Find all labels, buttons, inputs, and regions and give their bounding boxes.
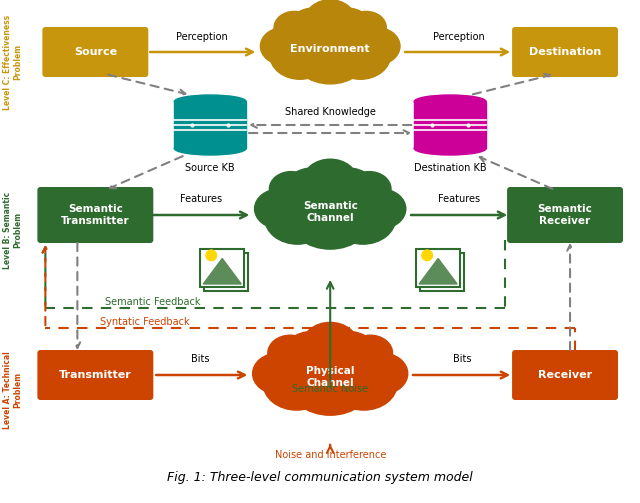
Text: Noise and interference: Noise and interference — [275, 450, 386, 460]
Text: Semantic Feedback: Semantic Feedback — [106, 297, 201, 307]
Ellipse shape — [174, 142, 246, 155]
Ellipse shape — [260, 28, 307, 65]
Text: Fig. 1: Three-level communication system model: Fig. 1: Three-level communication system… — [167, 471, 473, 484]
Ellipse shape — [269, 31, 330, 79]
Circle shape — [422, 250, 433, 261]
FancyBboxPatch shape — [420, 253, 464, 291]
Ellipse shape — [253, 353, 304, 394]
Ellipse shape — [287, 8, 342, 52]
Ellipse shape — [263, 356, 330, 410]
Ellipse shape — [303, 159, 358, 203]
Ellipse shape — [317, 168, 377, 215]
Text: Semantic
Receiver: Semantic Receiver — [538, 204, 593, 226]
FancyBboxPatch shape — [204, 253, 248, 291]
Bar — [414, 102, 486, 148]
Text: Perception: Perception — [433, 32, 484, 42]
FancyBboxPatch shape — [37, 187, 154, 243]
Text: Physical
Channel: Physical Channel — [306, 366, 355, 388]
Text: Level B: Semantic
Problem: Level B: Semantic Problem — [3, 191, 22, 269]
Ellipse shape — [287, 181, 373, 249]
FancyBboxPatch shape — [416, 249, 460, 287]
Ellipse shape — [414, 95, 486, 108]
Text: Level C: Effectiveness
Problem: Level C: Effectiveness Problem — [3, 15, 22, 110]
Text: Source: Source — [74, 47, 117, 57]
Ellipse shape — [317, 331, 378, 380]
Text: Destination KB: Destination KB — [414, 163, 486, 173]
Ellipse shape — [274, 12, 314, 44]
Ellipse shape — [348, 172, 391, 206]
Ellipse shape — [348, 335, 392, 371]
Text: Features: Features — [438, 194, 480, 204]
Ellipse shape — [330, 192, 396, 244]
Text: Level A: Technical
Problem: Level A: Technical Problem — [3, 351, 22, 429]
Ellipse shape — [346, 12, 387, 44]
Text: Features: Features — [180, 194, 222, 204]
Polygon shape — [419, 259, 457, 284]
FancyBboxPatch shape — [512, 27, 618, 77]
Ellipse shape — [255, 189, 305, 229]
Text: Bits: Bits — [191, 354, 209, 364]
Circle shape — [206, 250, 216, 261]
Ellipse shape — [282, 331, 343, 380]
Ellipse shape — [330, 31, 390, 79]
Text: Shared Knowledge: Shared Knowledge — [285, 107, 376, 117]
Ellipse shape — [356, 189, 406, 229]
Ellipse shape — [356, 353, 408, 394]
Ellipse shape — [286, 345, 374, 415]
Ellipse shape — [174, 95, 246, 108]
Ellipse shape — [302, 322, 358, 367]
Ellipse shape — [284, 168, 342, 215]
Ellipse shape — [305, 0, 355, 40]
Text: Receiver: Receiver — [538, 370, 592, 380]
FancyBboxPatch shape — [200, 249, 244, 287]
Ellipse shape — [291, 20, 370, 84]
Ellipse shape — [319, 8, 373, 52]
Text: Destination: Destination — [529, 47, 601, 57]
Ellipse shape — [269, 172, 313, 206]
Text: Semantic Noise: Semantic Noise — [292, 384, 368, 394]
Polygon shape — [204, 259, 241, 284]
Text: Environment: Environment — [291, 44, 370, 54]
Text: Semantic
Channel: Semantic Channel — [303, 201, 358, 223]
Text: Semantic
Transmitter: Semantic Transmitter — [61, 204, 130, 226]
Ellipse shape — [330, 356, 397, 410]
FancyBboxPatch shape — [42, 27, 148, 77]
Text: Source KB: Source KB — [186, 163, 235, 173]
Ellipse shape — [414, 142, 486, 155]
Text: Transmitter: Transmitter — [59, 370, 132, 380]
Bar — [174, 102, 246, 148]
Ellipse shape — [268, 335, 312, 371]
Text: Perception: Perception — [176, 32, 228, 42]
Ellipse shape — [354, 28, 400, 65]
Text: Syntatic Feedback: Syntatic Feedback — [100, 317, 190, 327]
FancyBboxPatch shape — [37, 350, 154, 400]
FancyBboxPatch shape — [507, 187, 623, 243]
Ellipse shape — [265, 192, 330, 244]
Text: Bits: Bits — [453, 354, 472, 364]
FancyBboxPatch shape — [512, 350, 618, 400]
